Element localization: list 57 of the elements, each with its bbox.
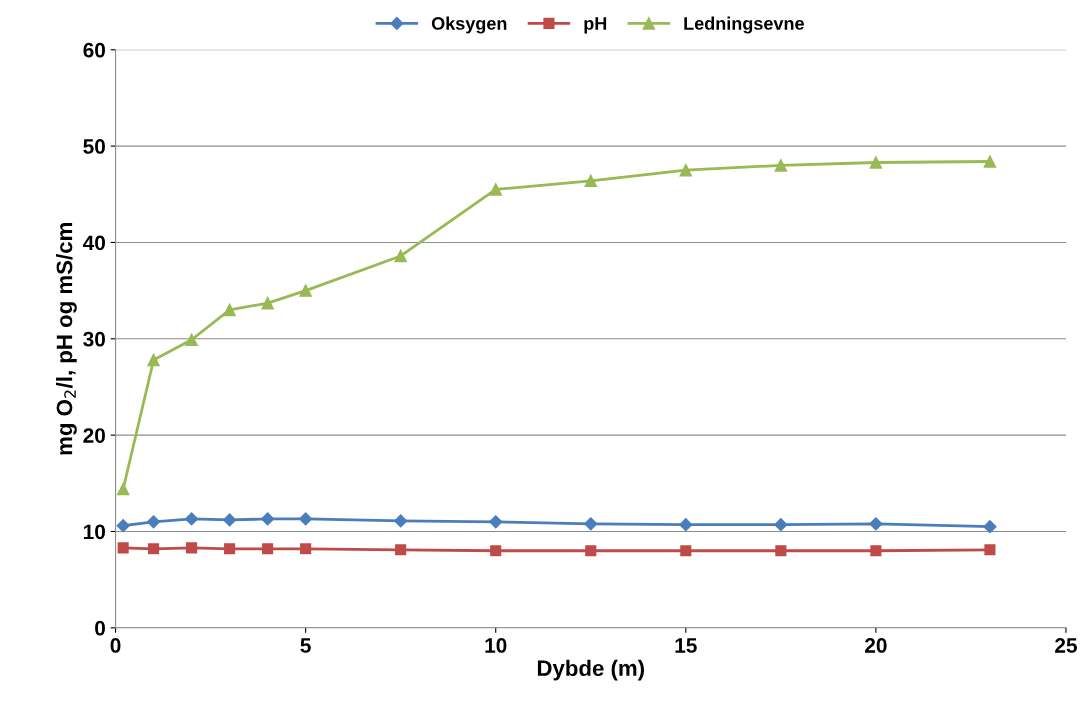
point [148, 543, 160, 555]
point [775, 545, 787, 557]
point [395, 544, 407, 556]
y-tick-label: 0 [95, 620, 105, 636]
y-tick-label: 20 [83, 428, 105, 443]
point [185, 512, 199, 526]
legend-label: Ledningsevne [684, 16, 804, 34]
x-tick-label: 25 [1055, 638, 1077, 653]
x-tick-label: 5 [300, 638, 311, 653]
point [490, 545, 502, 557]
y-tick-label: 10 [83, 524, 105, 540]
point [489, 515, 503, 529]
y-tick-label: 60 [83, 42, 105, 58]
point [299, 512, 313, 526]
point [584, 174, 598, 188]
point [261, 296, 274, 310]
legend-label: Oksygen [431, 16, 507, 34]
point [223, 303, 236, 317]
point [116, 519, 130, 533]
point [117, 542, 129, 554]
point [186, 542, 198, 554]
point [300, 543, 312, 555]
point [584, 517, 598, 531]
point [774, 518, 788, 532]
point [146, 515, 161, 529]
x-tick-label: 0 [110, 638, 121, 653]
point [983, 520, 997, 534]
point [394, 249, 407, 263]
point [870, 545, 882, 557]
point [394, 514, 408, 528]
point [299, 284, 312, 297]
point [774, 159, 788, 172]
point [679, 518, 693, 532]
point [585, 545, 597, 557]
point [147, 353, 160, 367]
y-tick-label: 50 [83, 139, 105, 154]
x-tick-label: 15 [675, 638, 697, 653]
x-axis-title: Dybde (m) [537, 659, 644, 681]
x-tick-label: 20 [865, 638, 887, 653]
point [869, 156, 883, 169]
point [262, 543, 274, 555]
point [869, 517, 883, 531]
point [116, 482, 130, 496]
point [983, 155, 997, 168]
legend-label: pH [584, 17, 607, 34]
point [489, 183, 502, 196]
x-tick-label: 10 [485, 638, 507, 653]
point [984, 544, 996, 556]
point [185, 333, 198, 347]
point [223, 513, 237, 527]
point [680, 545, 692, 557]
y-tick-label: 40 [82, 235, 105, 251]
point [679, 163, 693, 177]
y-axis-title: mg O$_{2}$/l, pH og mS/cm [56, 223, 77, 455]
point [224, 543, 236, 555]
y-tick-label: 30 [83, 331, 105, 347]
point [261, 512, 275, 526]
